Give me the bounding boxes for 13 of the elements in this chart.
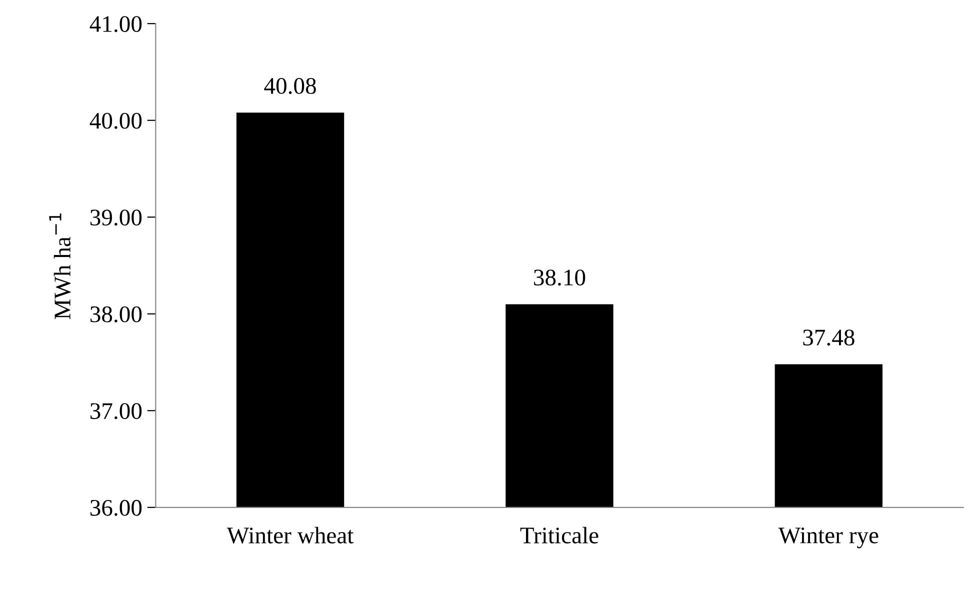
y-tick-label: 38.00 bbox=[90, 306, 142, 322]
y-tick-label: 39.00 bbox=[90, 210, 142, 226]
x-tick-label: Triticale bbox=[520, 526, 598, 544]
x-tick-label: Winter rye bbox=[778, 528, 878, 548]
y-axis-title: MWh ha$^{−1}$ bbox=[49, 213, 71, 320]
y-tick-label: 37.00 bbox=[90, 403, 142, 420]
data-label: 38.10 bbox=[534, 270, 586, 286]
x-tick-label: Winter wheat bbox=[226, 526, 354, 544]
data-label: 37.48 bbox=[803, 330, 854, 346]
y-tick-label: 41.00 bbox=[90, 16, 142, 32]
y-tick-label: 40.00 bbox=[90, 112, 142, 129]
y-tick-label: 36.00 bbox=[90, 500, 142, 516]
data-label: 40.08 bbox=[264, 78, 316, 94]
